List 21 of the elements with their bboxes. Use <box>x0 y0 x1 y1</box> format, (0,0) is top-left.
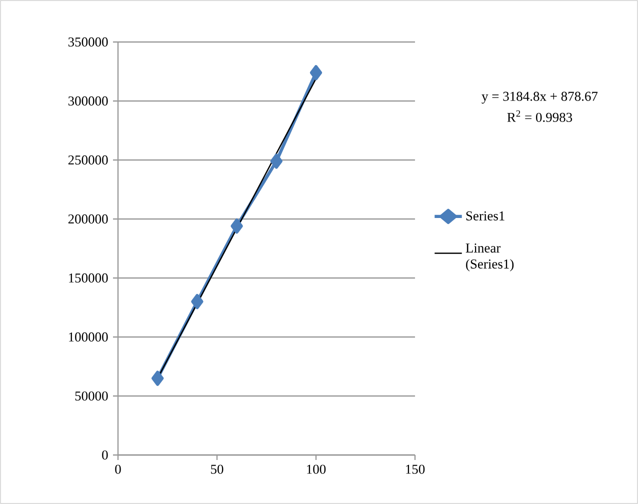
y-tick-label: 150000 <box>68 273 108 283</box>
y-tick-label: 100000 <box>68 332 108 342</box>
point <box>152 370 164 386</box>
text: R$^{2}$ = 0.9983 <box>507 110 572 122</box>
point <box>310 65 322 80</box>
y-tick-label: 350000 <box>68 37 108 47</box>
y-tick-label: 250000 <box>68 155 108 165</box>
legend-label: Linear (Series1) <box>466 244 514 272</box>
legend-label: Series1 <box>466 211 504 220</box>
y-tick-label: 200000 <box>68 214 108 224</box>
x-tick-label: 50 <box>211 464 224 474</box>
y-tick-label: 0 <box>102 450 108 460</box>
y-tick-label: 50000 <box>75 391 108 401</box>
text: y = 3184.8x + 878.67 <box>482 92 598 104</box>
y-tick-label: 300000 <box>68 96 108 106</box>
point <box>270 154 282 169</box>
x-tick-label: 150 <box>406 464 425 474</box>
point <box>191 294 204 310</box>
x-tick-label: 0 <box>115 464 121 474</box>
x-tick-label: 100 <box>307 464 326 474</box>
point <box>230 218 243 234</box>
